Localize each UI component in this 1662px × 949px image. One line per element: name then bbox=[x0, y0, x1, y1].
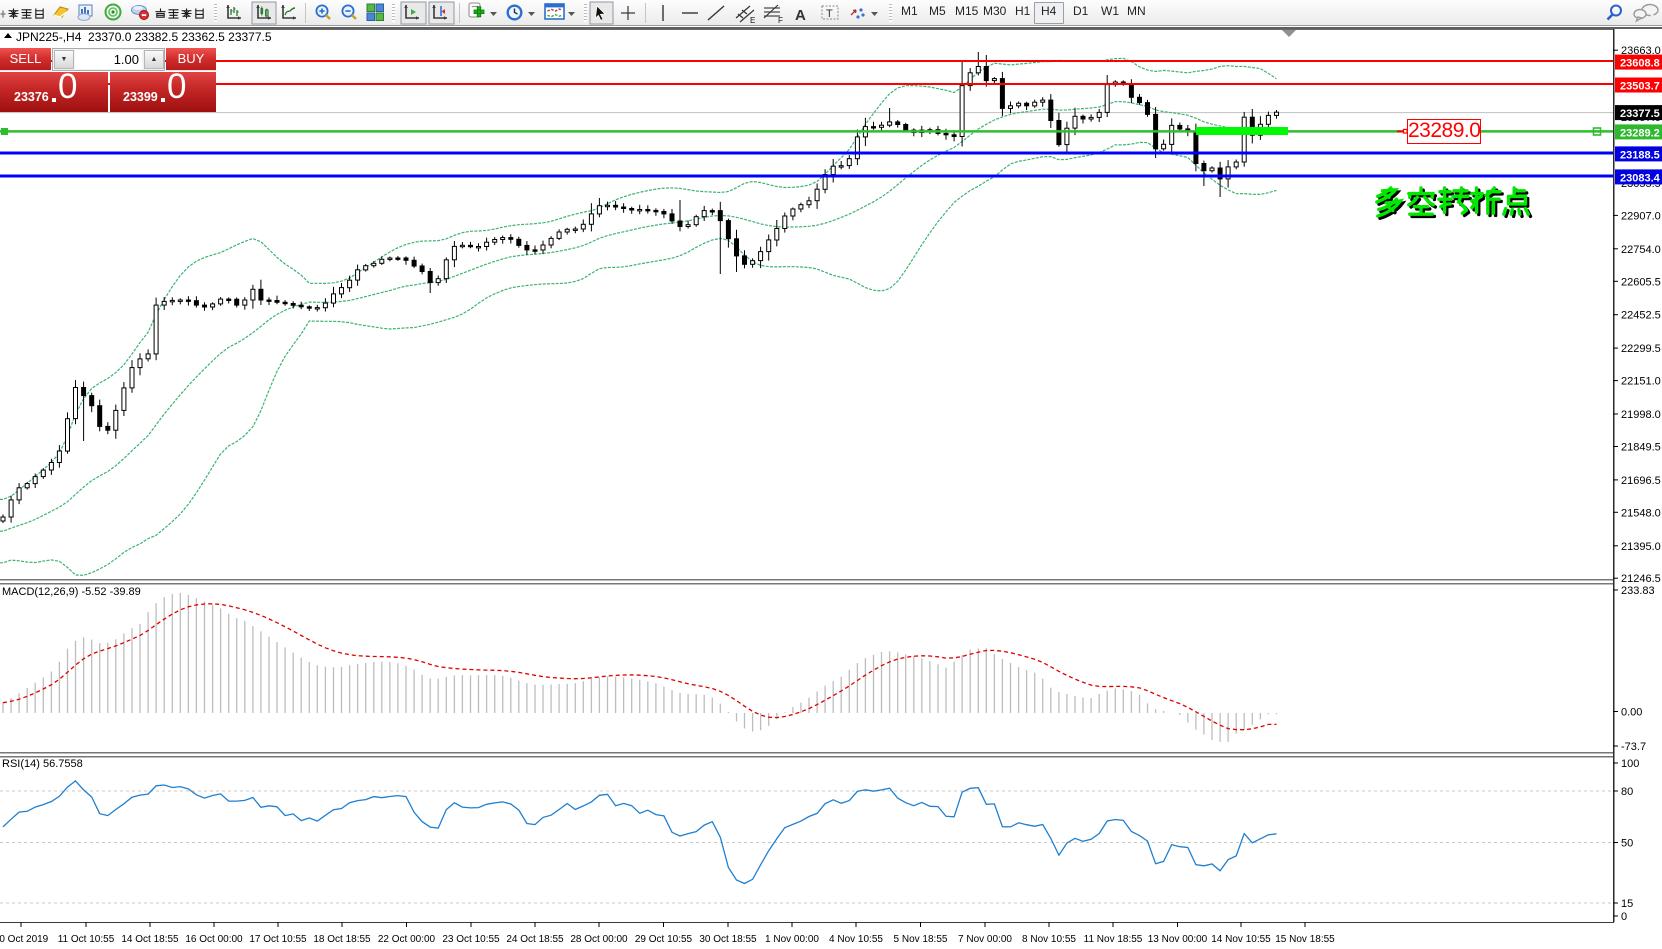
svg-text:8 Nov 10:55: 8 Nov 10:55 bbox=[1022, 934, 1076, 945]
svg-text:21849.5: 21849.5 bbox=[1621, 442, 1661, 454]
svg-text:23377.5: 23377.5 bbox=[1620, 108, 1660, 120]
svg-text:21696.5: 21696.5 bbox=[1621, 475, 1661, 487]
svg-text:4 Nov 10:55: 4 Nov 10:55 bbox=[829, 934, 883, 945]
svg-text:22605.5: 22605.5 bbox=[1621, 276, 1661, 288]
svg-text:28 Oct 00:00: 28 Oct 00:00 bbox=[570, 934, 628, 945]
svg-text:23289.2: 23289.2 bbox=[1620, 127, 1660, 139]
svg-text:F: F bbox=[778, 16, 783, 25]
svg-text:22 Oct 00:00: 22 Oct 00:00 bbox=[378, 934, 436, 945]
svg-text:29 Oct 10:55: 29 Oct 10:55 bbox=[635, 934, 693, 945]
svg-text:0.00: 0.00 bbox=[1621, 707, 1642, 719]
svg-text:233.83: 233.83 bbox=[1621, 585, 1655, 597]
svg-text:16 Oct 00:00: 16 Oct 00:00 bbox=[185, 934, 243, 945]
svg-text:50: 50 bbox=[1621, 838, 1633, 850]
svg-text:23 Oct 10:55: 23 Oct 10:55 bbox=[442, 934, 500, 945]
svg-text:100: 100 bbox=[1621, 758, 1639, 770]
svg-text:22754.0: 22754.0 bbox=[1621, 244, 1661, 256]
svg-text:21246.5: 21246.5 bbox=[1621, 573, 1661, 585]
svg-text:10 Oct 2019: 10 Oct 2019 bbox=[0, 934, 49, 945]
svg-text:11 Nov 18:55: 11 Nov 18:55 bbox=[1084, 934, 1143, 945]
svg-text:A: A bbox=[795, 7, 806, 24]
svg-text:21548.0: 21548.0 bbox=[1621, 507, 1661, 519]
svg-text:18 Oct 18:55: 18 Oct 18:55 bbox=[313, 934, 371, 945]
svg-text:-73.7: -73.7 bbox=[1621, 741, 1646, 753]
svg-text:17 Oct 10:55: 17 Oct 10:55 bbox=[249, 934, 307, 945]
svg-text:23663.0: 23663.0 bbox=[1621, 45, 1661, 57]
svg-text:23503.7: 23503.7 bbox=[1620, 81, 1660, 93]
svg-text:11 Oct 10:55: 11 Oct 10:55 bbox=[58, 934, 115, 945]
svg-text:22452.5: 22452.5 bbox=[1621, 310, 1661, 322]
svg-text:13 Nov 00:00: 13 Nov 00:00 bbox=[1148, 934, 1208, 945]
svg-text:E: E bbox=[750, 16, 755, 25]
svg-text:15 Nov 18:55: 15 Nov 18:55 bbox=[1275, 934, 1335, 945]
svg-text:1 Nov 00:00: 1 Nov 00:00 bbox=[765, 934, 819, 945]
svg-text:21998.0: 21998.0 bbox=[1621, 409, 1661, 421]
svg-text:15: 15 bbox=[1621, 898, 1633, 910]
svg-text:14 Oct 18:55: 14 Oct 18:55 bbox=[121, 934, 179, 945]
svg-text:0: 0 bbox=[1621, 911, 1627, 923]
svg-text:30 Oct 18:55: 30 Oct 18:55 bbox=[699, 934, 757, 945]
svg-text:23188.5: 23188.5 bbox=[1620, 149, 1660, 161]
svg-text:23083.4: 23083.4 bbox=[1620, 172, 1661, 184]
svg-text:5 Nov 18:55: 5 Nov 18:55 bbox=[894, 934, 948, 945]
svg-text:T: T bbox=[826, 8, 833, 20]
svg-text:23608.8: 23608.8 bbox=[1620, 58, 1660, 70]
svg-text:RSI(14) 56.7558: RSI(14) 56.7558 bbox=[2, 758, 83, 770]
svg-text:80: 80 bbox=[1621, 786, 1633, 798]
svg-text:22299.5: 22299.5 bbox=[1621, 343, 1661, 355]
svg-text:22151.0: 22151.0 bbox=[1621, 376, 1661, 388]
svg-text:JPN225-,H4 23370.0 23382.5 23: JPN225-,H4 23370.0 23382.5 23362.5 23377… bbox=[16, 30, 272, 44]
svg-text:22907.0: 22907.0 bbox=[1621, 210, 1661, 222]
svg-text:MACD(12,26,9) -5.52 -39.89: MACD(12,26,9) -5.52 -39.89 bbox=[2, 586, 141, 598]
svg-text:24 Oct 18:55: 24 Oct 18:55 bbox=[506, 934, 564, 945]
svg-text:7 Nov 00:00: 7 Nov 00:00 bbox=[958, 934, 1012, 945]
svg-text:21395.0: 21395.0 bbox=[1621, 541, 1661, 553]
svg-text:14 Nov 10:55: 14 Nov 10:55 bbox=[1211, 934, 1271, 945]
